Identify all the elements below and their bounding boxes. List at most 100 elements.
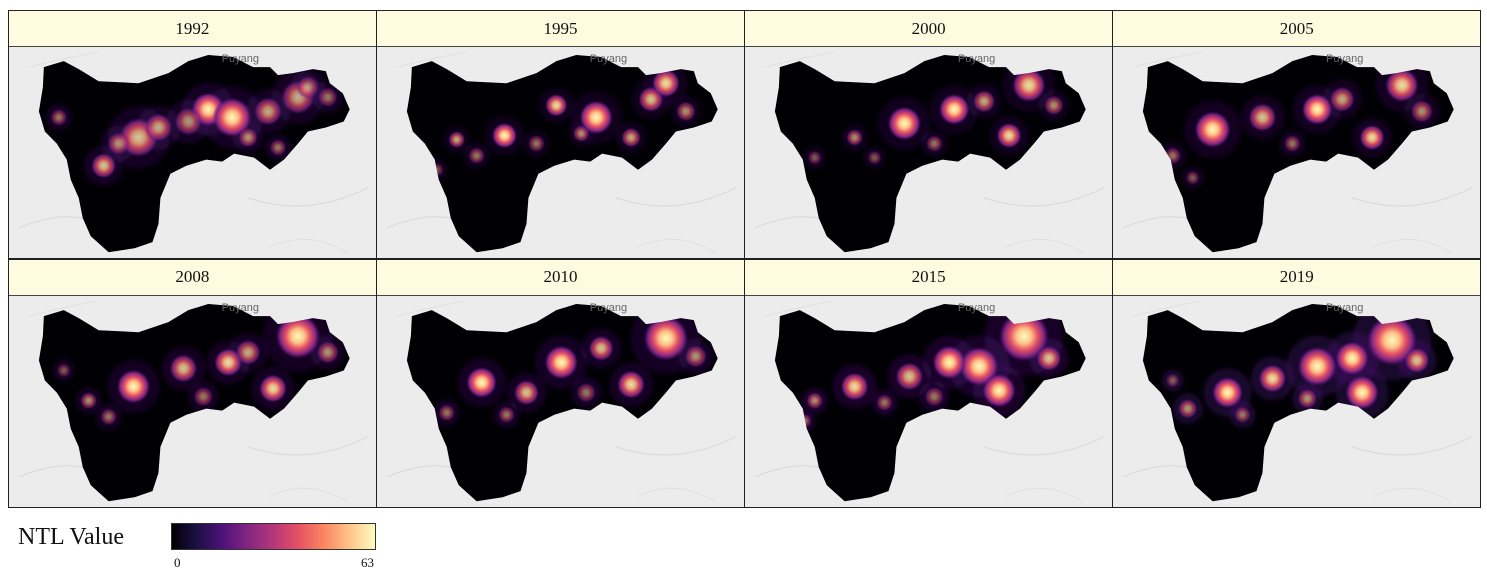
light-cluster	[926, 135, 943, 153]
city-label: Puyang	[589, 53, 628, 65]
map-panel-2008: 2008 Puyang	[9, 259, 376, 507]
light-cluster	[959, 346, 999, 386]
light-cluster	[1212, 376, 1244, 408]
light-cluster	[235, 339, 261, 365]
light-cluster	[193, 386, 214, 407]
light-cluster	[887, 106, 922, 141]
light-cluster	[214, 348, 243, 377]
light-cluster	[572, 125, 590, 142]
light-cluster	[579, 100, 614, 135]
light-cluster	[1329, 86, 1356, 112]
light-cluster	[1298, 346, 1338, 386]
light-cluster	[91, 153, 117, 179]
light-cluster	[169, 354, 198, 383]
light-cluster	[643, 315, 689, 361]
light-cluster	[867, 150, 882, 165]
light-cluster	[1297, 388, 1318, 409]
light-cluster	[1186, 170, 1201, 185]
map-grid: 1992 Puyang 1995 Puyang 2000 Puyang 2005 Puyang…	[8, 10, 1481, 508]
light-cluster	[1166, 373, 1181, 388]
light-cluster	[999, 310, 1050, 362]
panel-title: 1992	[9, 11, 376, 47]
light-cluster	[544, 345, 579, 380]
light-cluster	[1345, 375, 1380, 410]
light-cluster	[1234, 406, 1252, 423]
legend-title: NTL Value	[18, 524, 124, 550]
light-cluster	[982, 373, 1017, 408]
light-cluster	[259, 374, 287, 403]
light-cluster	[576, 382, 597, 403]
light-cluster	[798, 413, 812, 428]
legend-min-label: 0	[174, 555, 181, 570]
light-cluster	[466, 366, 498, 398]
panel-title: 2010	[377, 259, 744, 296]
light-cluster	[492, 122, 518, 149]
light-cluster	[429, 162, 444, 177]
panel-title: 2019	[1113, 259, 1480, 296]
light-cluster	[514, 379, 540, 405]
light-cluster	[621, 127, 641, 148]
panel-title: 2000	[745, 11, 1112, 47]
light-cluster	[684, 344, 708, 368]
map-panel-2010: 2010 Puyang	[377, 259, 744, 507]
light-cluster	[1036, 345, 1062, 371]
light-cluster	[806, 391, 824, 409]
light-cluster	[973, 90, 996, 113]
light-cluster	[1248, 103, 1277, 132]
light-cluster	[318, 87, 338, 108]
light-cluster	[846, 129, 864, 146]
map-panel-2015: 2015 Puyang	[745, 259, 1112, 507]
light-cluster	[840, 372, 869, 401]
light-cluster	[924, 386, 945, 407]
light-cluster	[100, 408, 117, 425]
light-cluster	[174, 107, 203, 136]
light-cluster	[1284, 135, 1302, 153]
ntl-map: Puyang	[745, 47, 1112, 258]
light-cluster	[116, 369, 151, 404]
map-panel-2019: 2019 Puyang	[1113, 259, 1480, 507]
light-cluster	[1178, 398, 1198, 419]
ntl-map: Puyang	[745, 296, 1112, 507]
city-label: Puyang	[957, 53, 996, 65]
light-cluster	[316, 340, 339, 364]
light-cluster	[269, 139, 287, 157]
light-cluster	[588, 335, 614, 361]
light-cluster	[468, 147, 486, 165]
ntl-map: Puyang	[1113, 47, 1480, 258]
light-cluster	[50, 108, 68, 126]
light-cluster	[1335, 341, 1370, 376]
light-cluster	[528, 135, 545, 153]
light-cluster	[1012, 68, 1046, 103]
light-cluster	[932, 345, 967, 380]
map-panel-2005: 2005 Puyang	[1113, 11, 1480, 259]
city-label: Puyang	[1326, 301, 1364, 314]
light-cluster	[80, 391, 98, 409]
legend-max-label: 63	[361, 555, 374, 570]
light-cluster	[996, 122, 1022, 149]
light-cluster	[652, 69, 680, 98]
light-cluster	[1385, 68, 1420, 103]
ntl-map: Puyang	[9, 296, 376, 507]
light-cluster	[1404, 347, 1430, 373]
light-cluster	[107, 132, 130, 155]
map-panel-2000: 2000 Puyang	[745, 11, 1112, 259]
map-panel-1995: 1995 Puyang	[377, 11, 744, 259]
legend: NTL Value 0 63	[18, 520, 418, 575]
light-cluster	[1164, 147, 1182, 165]
light-cluster	[254, 97, 282, 126]
light-cluster	[545, 94, 568, 117]
map-panel-1992: 1992 Puyang	[9, 11, 376, 259]
light-cluster	[1302, 93, 1333, 125]
city-label: Puyang	[221, 53, 259, 65]
light-cluster	[1044, 95, 1064, 116]
city-label: Puyang	[221, 301, 259, 314]
city-label: Puyang	[589, 301, 628, 314]
light-cluster	[808, 150, 822, 165]
light-cluster	[676, 101, 696, 122]
panel-title: 1995	[377, 11, 744, 47]
light-cluster	[238, 127, 258, 148]
light-cluster	[1194, 111, 1232, 148]
panel-title: 2005	[1113, 11, 1480, 47]
ntl-map: Puyang	[377, 47, 744, 258]
light-cluster	[296, 75, 320, 99]
